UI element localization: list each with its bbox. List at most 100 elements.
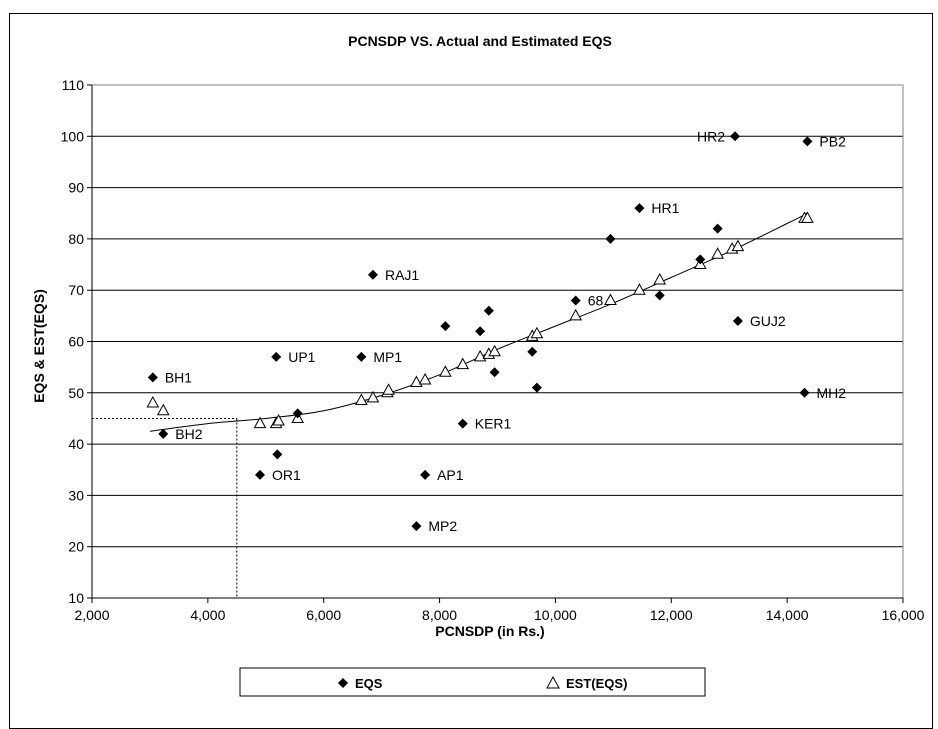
data-label: MP2 (428, 518, 457, 534)
legend-eqs-marker (338, 678, 348, 688)
est-eqs-point (604, 293, 617, 305)
est-eqs-point (146, 396, 160, 408)
data-label: HR2 (697, 128, 725, 144)
series-eqs (147, 131, 813, 532)
eqs-point (367, 269, 378, 280)
eqs-point (730, 131, 741, 142)
eqs-point (531, 382, 542, 393)
x-tick-label: 16,000 (882, 607, 925, 623)
x-tick-label: 6,000 (306, 607, 341, 623)
data-label: MH2 (817, 385, 847, 401)
data-label: PB2 (819, 133, 846, 149)
legend-eqs-label: EQS (355, 676, 383, 691)
y-tick-label: 20 (68, 539, 84, 555)
est-eqs-point (711, 247, 724, 259)
data-label: BH1 (165, 369, 192, 385)
x-axis-title: PCNSDP (in Rs.) (435, 623, 544, 639)
legend-box (239, 667, 706, 697)
eqs-point (147, 372, 158, 383)
eqs-point (489, 367, 500, 378)
x-tick-label: 12,000 (650, 607, 693, 623)
data-label: AP1 (437, 467, 464, 483)
trend-curve (149, 212, 808, 432)
data-label: KER1 (475, 416, 512, 432)
eqs-point (799, 387, 810, 398)
chart-title: PCNSDP VS. Actual and Estimated EQS (348, 33, 612, 49)
est-eqs-point (731, 239, 745, 252)
eqs-point (475, 326, 486, 337)
reference-lines (92, 417, 238, 598)
est-eqs-point (272, 413, 285, 426)
est-eqs-point (253, 416, 267, 429)
est-eqs-point (530, 326, 544, 339)
y-axis-ticks: 10 20 30 40 50 60 70 80 90 100 110 (61, 77, 93, 606)
est-eqs-point (488, 344, 501, 357)
eqs-point (271, 351, 282, 362)
y-tick-label: 100 (61, 128, 85, 144)
est-eqs-point (653, 272, 667, 285)
y-tick-label: 70 (68, 282, 84, 298)
y-tick-label: 60 (68, 334, 84, 350)
eqs-point (695, 254, 706, 265)
est-eqs-point (156, 403, 170, 416)
data-label: GUJ2 (750, 313, 786, 329)
est-eqs-point (410, 375, 423, 388)
trend-curve-group (149, 212, 808, 432)
y-tick-label: 80 (68, 231, 84, 247)
eqs-point (802, 136, 813, 147)
est-eqs-point (456, 357, 470, 370)
eqs-point (457, 418, 468, 429)
point-labels: BH1 BH2 OR1 UP1 MP1 RAJ1 MP2 AP1 KER1 68 HR1 HR2 GUJ… (165, 128, 846, 534)
x-tick-label: 14,000 (766, 607, 809, 623)
eqs-point (411, 521, 422, 532)
est-eqs-point (633, 283, 646, 295)
eqs-point (254, 469, 265, 480)
y-tick-label: 50 (68, 385, 84, 401)
data-label: MP1 (373, 349, 402, 365)
est-eqs-point (801, 211, 814, 223)
x-tick-label: 2,000 (74, 607, 109, 623)
series-est-eqs (146, 211, 814, 429)
legend-est-marker (546, 675, 560, 689)
eqs-point (732, 315, 743, 326)
eqs-point (634, 203, 645, 214)
x-tick-label: 4,000 (190, 607, 225, 623)
eqs-point (420, 469, 431, 480)
est-eqs-point (439, 365, 452, 377)
eqs-point (440, 321, 451, 332)
data-label: 68 (588, 292, 604, 308)
x-tick-label: 10,000 (534, 607, 577, 623)
data-label: OR1 (272, 467, 301, 483)
data-label: BH2 (175, 426, 202, 442)
est-eqs-point (473, 349, 487, 362)
eqs-point (356, 351, 367, 362)
y-tick-label: 40 (68, 436, 84, 452)
legend-est-label: EST(EQS) (566, 676, 627, 691)
eqs-point (570, 295, 581, 306)
eqs-point (483, 305, 494, 316)
y-tick-label: 90 (68, 180, 84, 196)
data-label: UP1 (288, 349, 315, 365)
est-eqs-point (569, 308, 583, 321)
est-eqs-point (418, 372, 432, 385)
y-axis-title: EQS & EST(EQS) (31, 289, 47, 403)
est-eqs-point (382, 383, 395, 395)
y-tick-label: 10 (68, 590, 84, 606)
y-tick-label: 30 (68, 487, 84, 503)
eqs-point (272, 449, 283, 460)
est-eqs-point (366, 390, 380, 403)
x-tick-label: 8,000 (422, 607, 457, 623)
legend: EQS EST(EQS) (239, 667, 706, 697)
eqs-point (527, 346, 538, 357)
eqs-point (712, 223, 723, 234)
y-tick-label: 110 (62, 77, 85, 93)
eqs-point (654, 290, 665, 301)
x-axis-ticks: 2,000 4,000 6,000 8,000 10,000 12,000 14,000 16… (74, 597, 925, 623)
est-eqs-point (355, 393, 368, 405)
eqs-point (292, 408, 303, 419)
data-label: HR1 (651, 200, 679, 216)
data-label: RAJ1 (385, 267, 419, 283)
eqs-point (605, 233, 616, 244)
eqs-point (158, 428, 169, 439)
